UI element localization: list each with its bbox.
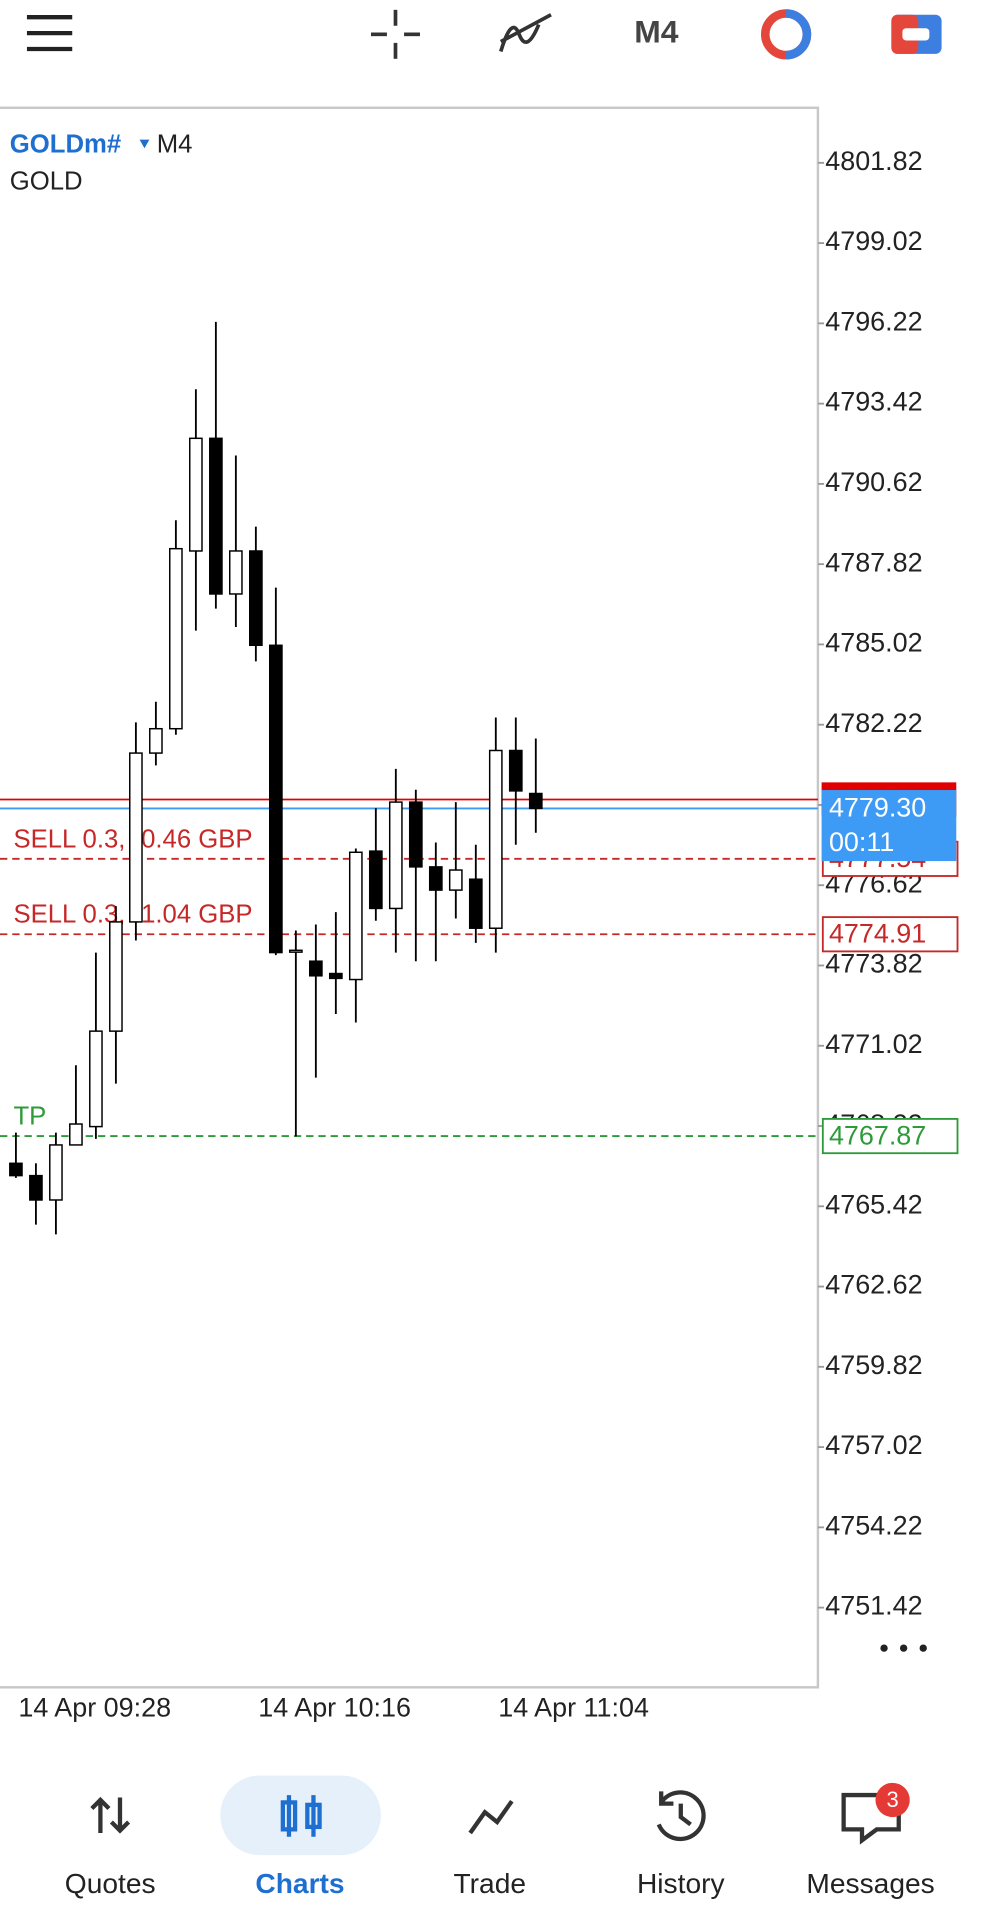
history-icon[interactable] <box>656 1790 706 1842</box>
y-tick-label: 4785.02 <box>825 628 922 658</box>
candle-body <box>328 972 343 980</box>
icon-path <box>280 1800 298 1832</box>
y-tick-label: 4754.22 <box>825 1510 922 1540</box>
candle-body <box>29 1174 43 1201</box>
symbol[interactable]: GOLDm# <box>10 131 121 159</box>
candle-body <box>488 749 503 929</box>
hamburger-menu[interactable] <box>26 15 73 52</box>
y-tick-label: 4790.62 <box>825 467 922 497</box>
candle-body <box>89 1030 103 1128</box>
chart-frame <box>0 106 820 1689</box>
icon-path <box>305 1802 322 1830</box>
trade-tab-icon[interactable] <box>468 1799 514 1835</box>
candle-body <box>9 1162 23 1177</box>
x-tick-label: 14 Apr 10:16 <box>258 1692 411 1722</box>
order-price-label: 4774.91 <box>829 919 926 949</box>
candle-body <box>348 851 363 981</box>
nav-label[interactable]: Messages <box>806 1868 934 1899</box>
candle-body <box>49 1144 63 1201</box>
icon-path <box>90 1796 131 1834</box>
symbol-description: GOLD <box>10 167 83 195</box>
y-tick-label: 4773.82 <box>825 949 922 979</box>
y-tick-label: 4757.02 <box>825 1430 922 1460</box>
trade-icon <box>785 9 812 60</box>
timeframe-button[interactable]: M4 <box>634 14 679 50</box>
crosshair-button[interactable] <box>371 9 420 59</box>
y-tick-label: 4801.82 <box>825 146 922 176</box>
x-tick-label: 14 Apr 11:04 <box>498 1692 649 1722</box>
y-tick-label: 4759.82 <box>825 1350 922 1380</box>
y-tick-label: 4782.22 <box>825 708 922 738</box>
x-tick-label: 14 Apr 09:28 <box>18 1692 171 1722</box>
candle-body <box>408 801 423 868</box>
badge <box>875 1782 910 1818</box>
nav-label[interactable]: Trade <box>454 1868 527 1899</box>
chart-timeframe: M4 <box>157 131 193 159</box>
candle-body <box>388 801 403 910</box>
candle-body <box>189 437 203 552</box>
candle-body <box>528 792 543 810</box>
icon-path <box>656 1790 706 1842</box>
nav-label[interactable]: History <box>637 1868 726 1899</box>
one-click-icon <box>902 28 930 41</box>
y-tick-label: 4771.02 <box>825 1029 922 1059</box>
candle-body <box>249 550 263 647</box>
trade-button[interactable] <box>760 9 812 60</box>
indicators-button[interactable] <box>499 13 552 52</box>
dot <box>919 1644 927 1652</box>
badge-count: 3 <box>886 1787 898 1812</box>
order-price-label: 4767.87 <box>829 1120 926 1150</box>
charts-icon[interactable] <box>280 1795 322 1837</box>
bar-timer: 00:11 <box>829 827 894 857</box>
nav-label[interactable]: Quotes <box>65 1868 156 1899</box>
y-tick-label: 4762.62 <box>825 1270 922 1300</box>
one-click-button[interactable] <box>891 14 942 54</box>
y-tick-label: 4765.42 <box>825 1189 922 1219</box>
dot <box>899 1644 908 1652</box>
candle-body <box>428 866 443 891</box>
candle-body <box>109 921 123 1032</box>
y-tick-label: 4793.42 <box>825 387 922 417</box>
dot <box>880 1644 888 1652</box>
active-tab-highlight <box>220 1775 381 1856</box>
nav-label[interactable]: Charts <box>255 1868 344 1899</box>
candle-body <box>209 437 223 595</box>
candle-body <box>169 547 183 730</box>
candle-body <box>69 1123 83 1146</box>
order-price-box <box>821 916 959 953</box>
more-button[interactable] <box>880 1644 927 1652</box>
order-label: TP <box>13 1102 46 1130</box>
candle-body <box>268 644 283 954</box>
order-price-box <box>821 1117 959 1155</box>
bid-price-label: 4779.30 <box>829 793 926 823</box>
candle-body <box>308 960 323 977</box>
candle-body <box>448 869 463 891</box>
candle-body <box>508 749 523 792</box>
bid-price-box <box>821 790 957 862</box>
symbol-dropdown[interactable] <box>139 139 150 149</box>
candle-body <box>129 752 143 923</box>
y-tick-label: 4796.22 <box>825 306 922 336</box>
quotes-icon[interactable] <box>90 1796 131 1834</box>
y-tick-label: 4751.42 <box>825 1591 922 1621</box>
candle-body <box>149 727 163 754</box>
candle-body <box>468 878 483 929</box>
candle-body <box>288 949 303 953</box>
candle-body <box>368 850 383 910</box>
candle-body <box>229 550 243 595</box>
y-tick-label: 4787.82 <box>825 547 922 577</box>
y-tick-label: 4799.02 <box>825 226 922 256</box>
